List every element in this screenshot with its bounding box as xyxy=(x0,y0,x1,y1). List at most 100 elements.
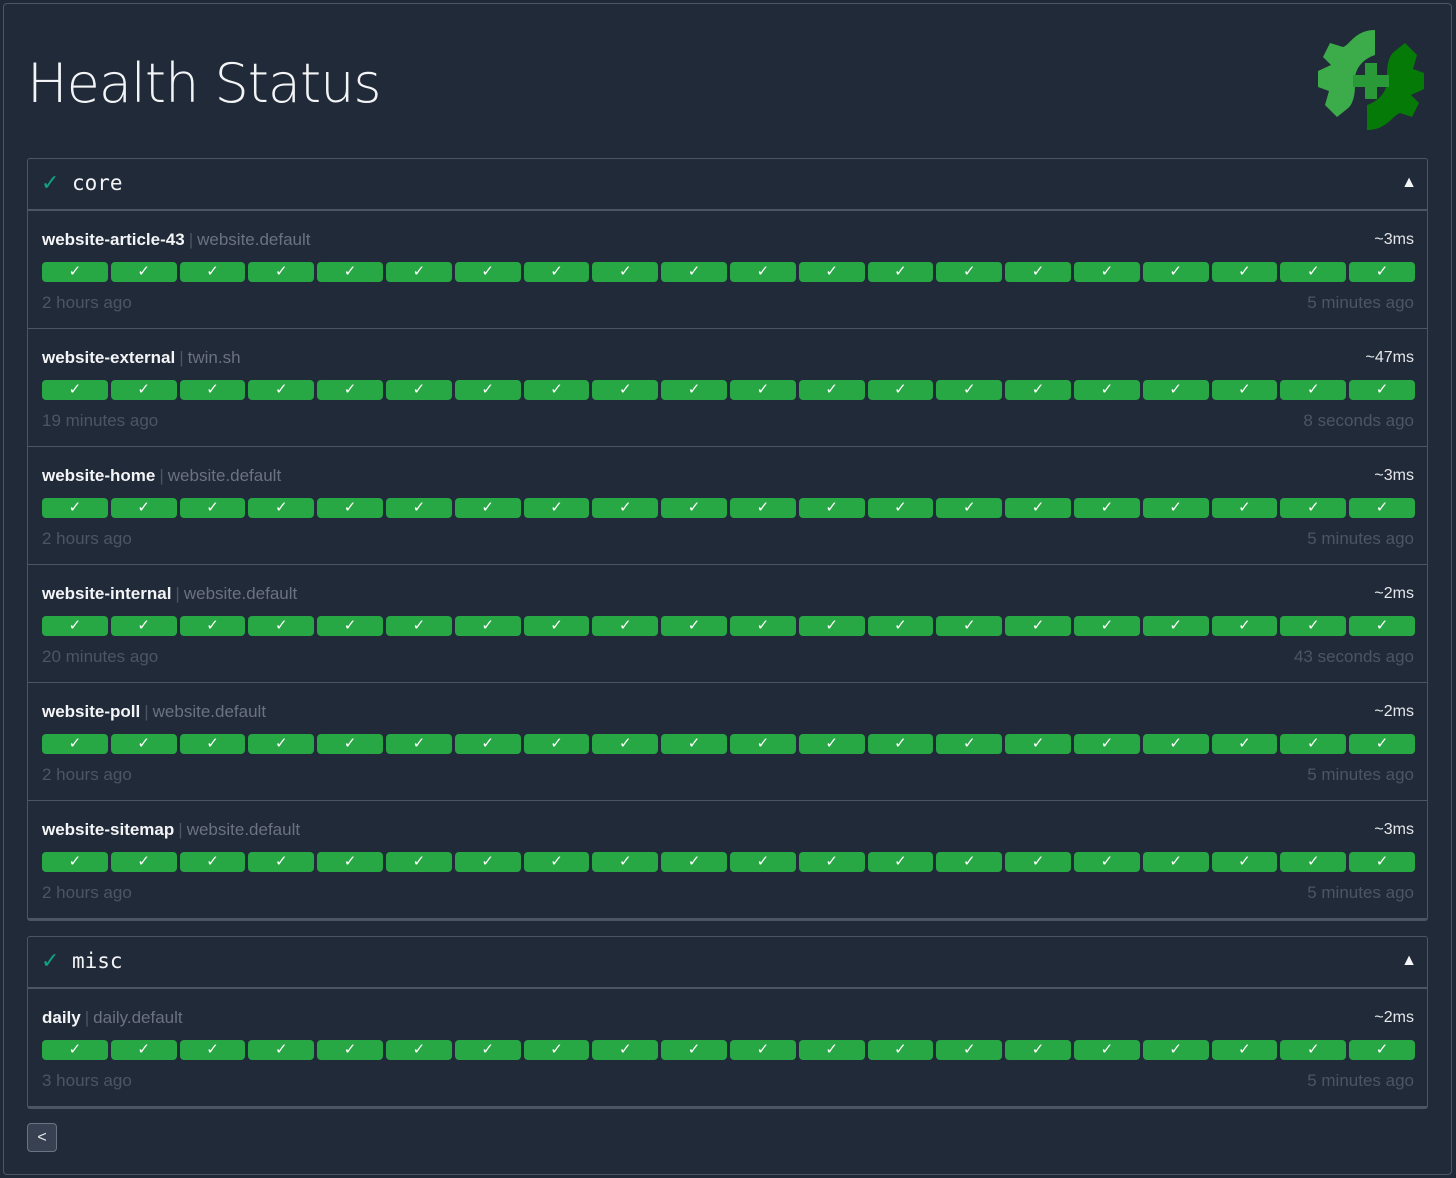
result-bar-success[interactable]: ✓ xyxy=(592,262,659,282)
result-bar-success[interactable]: ✓ xyxy=(385,262,452,282)
result-bar-success[interactable]: ✓ xyxy=(110,262,177,282)
result-bar-success[interactable]: ✓ xyxy=(385,380,452,400)
group-header[interactable]: ✓ misc ▲ xyxy=(28,937,1427,989)
result-bar-success[interactable]: ✓ xyxy=(1142,380,1209,400)
result-bar-success[interactable]: ✓ xyxy=(867,1040,934,1060)
result-bar-success[interactable]: ✓ xyxy=(798,498,865,518)
result-bar-success[interactable]: ✓ xyxy=(454,1040,521,1060)
collapse-triangle-icon[interactable]: ▲ xyxy=(1401,952,1417,969)
result-bar-success[interactable]: ✓ xyxy=(454,498,521,518)
result-bar-success[interactable]: ✓ xyxy=(42,262,108,282)
result-bar-success[interactable]: ✓ xyxy=(248,498,315,518)
result-bar-success[interactable]: ✓ xyxy=(110,616,177,636)
result-bar-success[interactable]: ✓ xyxy=(798,616,865,636)
result-bar-success[interactable]: ✓ xyxy=(248,380,315,400)
result-bar-success[interactable]: ✓ xyxy=(661,498,727,518)
result-bar-success[interactable]: ✓ xyxy=(1005,498,1071,518)
result-bar-success[interactable]: ✓ xyxy=(1349,262,1415,282)
result-bar-success[interactable]: ✓ xyxy=(42,498,108,518)
result-bar-success[interactable]: ✓ xyxy=(867,380,934,400)
result-bar-success[interactable]: ✓ xyxy=(936,852,1003,872)
result-bar-success[interactable]: ✓ xyxy=(385,734,452,754)
result-bar-success[interactable]: ✓ xyxy=(385,498,452,518)
result-bar-success[interactable]: ✓ xyxy=(661,852,727,872)
result-bar-success[interactable]: ✓ xyxy=(729,852,796,872)
result-bar-success[interactable]: ✓ xyxy=(1280,498,1347,518)
endpoint-name[interactable]: website-external xyxy=(42,348,176,367)
result-bar-success[interactable]: ✓ xyxy=(110,380,177,400)
result-bar-success[interactable]: ✓ xyxy=(1349,1040,1415,1060)
result-bar-success[interactable]: ✓ xyxy=(867,852,934,872)
result-bar-success[interactable]: ✓ xyxy=(1349,498,1415,518)
result-bar-success[interactable]: ✓ xyxy=(248,262,315,282)
result-bar-success[interactable]: ✓ xyxy=(1005,852,1071,872)
result-bar-success[interactable]: ✓ xyxy=(1142,852,1209,872)
result-bar-success[interactable]: ✓ xyxy=(661,262,727,282)
result-bar-success[interactable]: ✓ xyxy=(454,852,521,872)
result-bar-success[interactable]: ✓ xyxy=(317,852,383,872)
result-bar-success[interactable]: ✓ xyxy=(523,262,590,282)
result-bar-success[interactable]: ✓ xyxy=(1211,616,1278,636)
result-bar-success[interactable]: ✓ xyxy=(42,852,108,872)
result-bar-success[interactable]: ✓ xyxy=(729,734,796,754)
result-bar-success[interactable]: ✓ xyxy=(729,380,796,400)
result-bar-success[interactable]: ✓ xyxy=(1142,616,1209,636)
endpoint-name[interactable]: website-poll xyxy=(42,702,141,721)
result-bar-success[interactable]: ✓ xyxy=(385,616,452,636)
result-bar-success[interactable]: ✓ xyxy=(867,616,934,636)
result-bar-success[interactable]: ✓ xyxy=(1211,1040,1278,1060)
result-bar-success[interactable]: ✓ xyxy=(42,616,108,636)
result-bar-success[interactable]: ✓ xyxy=(248,616,315,636)
result-bar-success[interactable]: ✓ xyxy=(729,262,796,282)
result-bar-success[interactable]: ✓ xyxy=(1142,498,1209,518)
result-bar-success[interactable]: ✓ xyxy=(42,734,108,754)
result-bar-success[interactable]: ✓ xyxy=(317,498,383,518)
result-bar-success[interactable]: ✓ xyxy=(42,1040,108,1060)
result-bar-success[interactable]: ✓ xyxy=(729,498,796,518)
result-bar-success[interactable]: ✓ xyxy=(523,616,590,636)
result-bar-success[interactable]: ✓ xyxy=(523,1040,590,1060)
result-bar-success[interactable]: ✓ xyxy=(1073,262,1140,282)
result-bar-success[interactable]: ✓ xyxy=(179,734,246,754)
result-bar-success[interactable]: ✓ xyxy=(523,380,590,400)
result-bar-success[interactable]: ✓ xyxy=(936,616,1003,636)
result-bar-success[interactable]: ✓ xyxy=(867,498,934,518)
result-bar-success[interactable]: ✓ xyxy=(110,1040,177,1060)
result-bar-success[interactable]: ✓ xyxy=(936,1040,1003,1060)
result-bar-success[interactable]: ✓ xyxy=(798,1040,865,1060)
result-bar-success[interactable]: ✓ xyxy=(179,1040,246,1060)
result-bar-success[interactable]: ✓ xyxy=(523,734,590,754)
result-bar-success[interactable]: ✓ xyxy=(661,380,727,400)
result-bar-success[interactable]: ✓ xyxy=(592,498,659,518)
result-bar-success[interactable]: ✓ xyxy=(1211,734,1278,754)
result-bar-success[interactable]: ✓ xyxy=(936,262,1003,282)
result-bar-success[interactable]: ✓ xyxy=(1211,498,1278,518)
result-bar-success[interactable]: ✓ xyxy=(179,616,246,636)
result-bar-success[interactable]: ✓ xyxy=(1349,616,1415,636)
result-bar-success[interactable]: ✓ xyxy=(1349,734,1415,754)
result-bar-success[interactable]: ✓ xyxy=(179,498,246,518)
result-bar-success[interactable]: ✓ xyxy=(592,852,659,872)
result-bar-success[interactable]: ✓ xyxy=(936,380,1003,400)
result-bar-success[interactable]: ✓ xyxy=(1073,734,1140,754)
endpoint-name[interactable]: website-internal xyxy=(42,584,172,603)
result-bar-success[interactable]: ✓ xyxy=(1073,498,1140,518)
endpoint-name[interactable]: website-sitemap xyxy=(42,820,175,839)
result-bar-success[interactable]: ✓ xyxy=(1142,262,1209,282)
result-bar-success[interactable]: ✓ xyxy=(1073,380,1140,400)
result-bar-success[interactable]: ✓ xyxy=(867,734,934,754)
result-bar-success[interactable]: ✓ xyxy=(454,262,521,282)
back-button[interactable]: < xyxy=(27,1123,57,1152)
result-bar-success[interactable]: ✓ xyxy=(1005,262,1071,282)
result-bar-success[interactable]: ✓ xyxy=(1073,616,1140,636)
result-bar-success[interactable]: ✓ xyxy=(385,852,452,872)
result-bar-success[interactable]: ✓ xyxy=(1211,262,1278,282)
result-bar-success[interactable]: ✓ xyxy=(592,380,659,400)
result-bar-success[interactable]: ✓ xyxy=(179,262,246,282)
result-bar-success[interactable]: ✓ xyxy=(1005,380,1071,400)
result-bar-success[interactable]: ✓ xyxy=(179,852,246,872)
collapse-triangle-icon[interactable]: ▲ xyxy=(1401,174,1417,191)
result-bar-success[interactable]: ✓ xyxy=(42,380,108,400)
result-bar-success[interactable]: ✓ xyxy=(1073,1040,1140,1060)
result-bar-success[interactable]: ✓ xyxy=(798,852,865,872)
